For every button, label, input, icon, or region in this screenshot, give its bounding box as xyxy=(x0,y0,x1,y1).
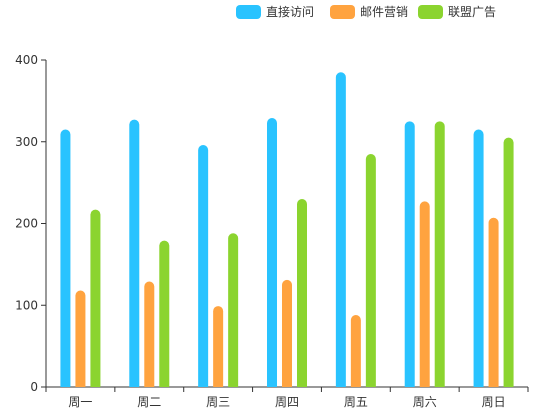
y-tick-label: 100 xyxy=(15,298,38,312)
bar-1-3[interactable] xyxy=(198,145,209,387)
bar-3-3[interactable] xyxy=(228,233,239,387)
legend-swatch-1 xyxy=(236,5,261,19)
bar-2-1[interactable] xyxy=(75,290,86,387)
bar-3-4[interactable] xyxy=(297,198,307,387)
bar-3-5[interactable] xyxy=(365,154,376,387)
x-tick-label: 周六 xyxy=(413,395,437,409)
bars xyxy=(60,72,514,388)
bar-2-4[interactable] xyxy=(282,279,292,387)
y-tick-label: 300 xyxy=(15,135,38,149)
y-tick-label: 0 xyxy=(30,380,38,394)
legend-swatch-2 xyxy=(330,5,355,19)
bar-1-4[interactable] xyxy=(267,118,277,387)
x-axis: 周一 周二 周三 周四 周五 周六 周日 xyxy=(45,386,529,409)
bar-3-6[interactable] xyxy=(434,121,445,387)
bar-3-2[interactable] xyxy=(159,240,170,387)
bar-2-3[interactable] xyxy=(213,306,224,387)
x-tick-label: 周日 xyxy=(482,395,506,409)
legend: 直接访问 邮件营销 联盟广告 xyxy=(236,4,496,19)
x-tick-label: 周一 xyxy=(68,395,92,409)
x-tick-label: 周五 xyxy=(344,395,368,409)
x-tick-label: 周四 xyxy=(275,395,299,409)
bar-2-5[interactable] xyxy=(350,315,361,387)
bar-2-6[interactable] xyxy=(419,201,430,387)
bar-1-2[interactable] xyxy=(129,119,140,388)
y-tick-label: 400 xyxy=(15,53,38,67)
legend-label-1: 直接访问 xyxy=(266,4,314,19)
bar-3-7[interactable] xyxy=(503,137,514,387)
legend-label-2: 邮件营销 xyxy=(360,5,408,19)
bar-1-1[interactable] xyxy=(60,129,71,388)
legend-swatch-3 xyxy=(418,5,443,19)
x-tick-label: 周三 xyxy=(206,395,230,409)
bar-3-1[interactable] xyxy=(90,209,101,387)
bar-2-2[interactable] xyxy=(144,281,155,387)
y-tick-label: 200 xyxy=(15,217,38,231)
bar-1-5[interactable] xyxy=(335,72,346,387)
bar-2-7[interactable] xyxy=(488,217,499,387)
x-tick-label: 周二 xyxy=(137,395,161,409)
y-axis: 0 100 200 300 400 xyxy=(15,53,47,394)
legend-label-3: 联盟广告 xyxy=(448,5,496,19)
bar-1-6[interactable] xyxy=(404,121,415,387)
bar-1-7[interactable] xyxy=(473,129,484,388)
